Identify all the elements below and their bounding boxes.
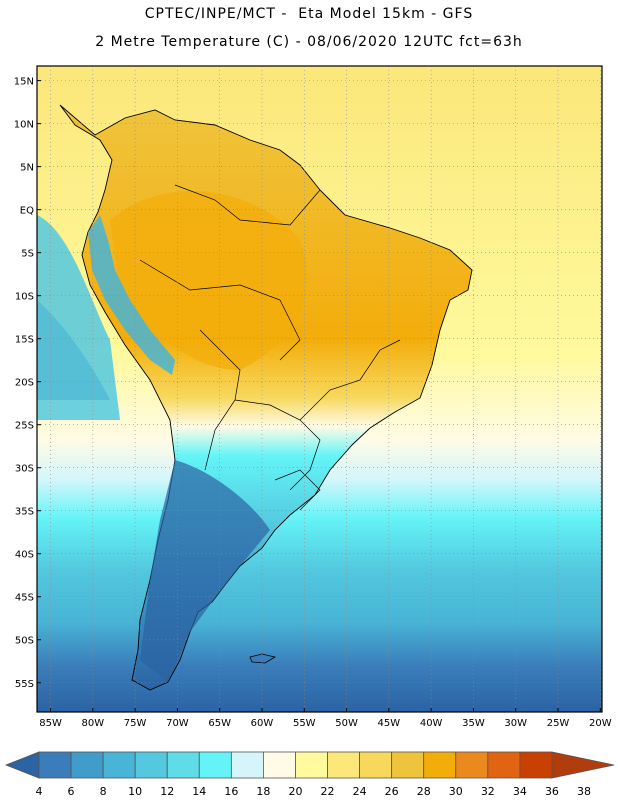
lon-label: 50W [335,718,358,729]
colorbar-swatch [134,751,168,779]
colorbar-label: 24 [353,785,367,798]
colorbar-label: 16 [224,785,238,798]
colorbar-label: 38 [577,785,591,798]
colorbar-swatch [263,751,296,779]
colorbar-swatch [38,751,72,779]
lat-label: 45S [15,593,34,604]
lat-label: 20S [15,378,34,389]
lat-label: EQ [20,206,34,217]
colorbar-swatch [359,751,393,779]
lat-label: 15S [15,335,34,346]
colorbar-swatch [230,751,264,779]
colorbar-label: 22 [321,785,335,798]
colorbar-label: 6 [68,785,75,798]
lon-label: 55W [293,718,316,729]
lat-label: 55S [15,679,34,690]
lon-label: 30W [504,718,527,729]
colorbar-swatch [102,751,136,779]
lon-label: 40W [420,718,443,729]
colorbar-swatch [70,751,104,779]
colorbar-label: 8 [100,785,107,798]
lon-label: 75W [124,718,147,729]
andes-cold-strip [88,215,175,375]
colorbar-swatch [327,751,360,779]
lat-label: 10N [14,120,34,131]
colorbar-label: 32 [481,785,495,798]
colorbar-swatch [295,751,328,779]
colorbar-label: 12 [160,785,174,798]
chart-subtitle: 2 Metre Temperature (C) - 08/06/2020 12U… [95,34,523,50]
lon-label: 25W [547,718,570,729]
lon-label: 45W [378,718,401,729]
colorbar-label: 20 [288,785,302,798]
lat-label: 5S [21,249,34,260]
lon-label: 60W [251,718,274,729]
colorbar-label: 30 [449,785,463,798]
colorbar-label: 10 [128,785,142,798]
colorbar-low-arrow [4,751,40,779]
southern-cold-region [140,460,270,682]
colorbar-label: 14 [192,785,206,798]
map-frame [36,65,603,713]
pacific-cooler-zone [37,300,110,400]
lat-label: 50S [15,636,34,647]
colorbar-swatch [166,751,200,779]
lon-label: 80W [82,718,105,729]
colorbar-label: 26 [385,785,399,798]
colorbar-swatch [519,751,553,779]
colorbar-swatch [198,751,232,779]
lat-label: 35S [15,507,34,518]
longitude-labels: 85W 80W 75W 70W 65W 60W 55W 50W 45W 40W 35W 30W 25W 2… [39,708,612,729]
colorbar-label: 28 [417,785,431,798]
colorbar: 4 6 8 10 12 14 16 18 20 22 24 26 28 30 32 34 36 38 [4,751,615,798]
lon-label: 35W [462,718,485,729]
colorbar-swatch [487,751,521,779]
lat-label: 40S [15,550,34,561]
lon-label: 85W [39,718,62,729]
colorbar-label: 4 [36,785,43,798]
lat-label: 5N [20,163,34,174]
chart-title: CPTEC/INPE/MCT - Eta Model 15km - GFS [144,6,474,22]
lon-label: 65W [208,718,231,729]
colorbar-label: 18 [256,785,270,798]
lon-label: 70W [166,718,189,729]
lon-label: 20W [589,718,612,729]
lat-label: 30S [15,464,34,475]
falkland-islands [249,653,277,664]
colorbar-high-arrow [551,751,615,779]
country-borders [139,184,401,511]
colorbar-swatch [391,751,425,779]
latitude-labels: 15N 10N 5N EQ 5S 10S 15S 20S 25S 30S 35S 40S 45S 50S 5… [14,77,41,690]
lat-label: 15N [14,77,34,88]
map-plot-area [37,66,602,712]
colorbar-swatch [455,751,489,779]
lat-label: 10S [15,292,34,303]
colorbar-label: 36 [545,785,559,798]
colorbar-swatch [423,751,457,779]
lat-label: 25S [15,421,34,432]
colorbar-label: 34 [513,785,527,798]
warm-core-region [110,191,308,370]
